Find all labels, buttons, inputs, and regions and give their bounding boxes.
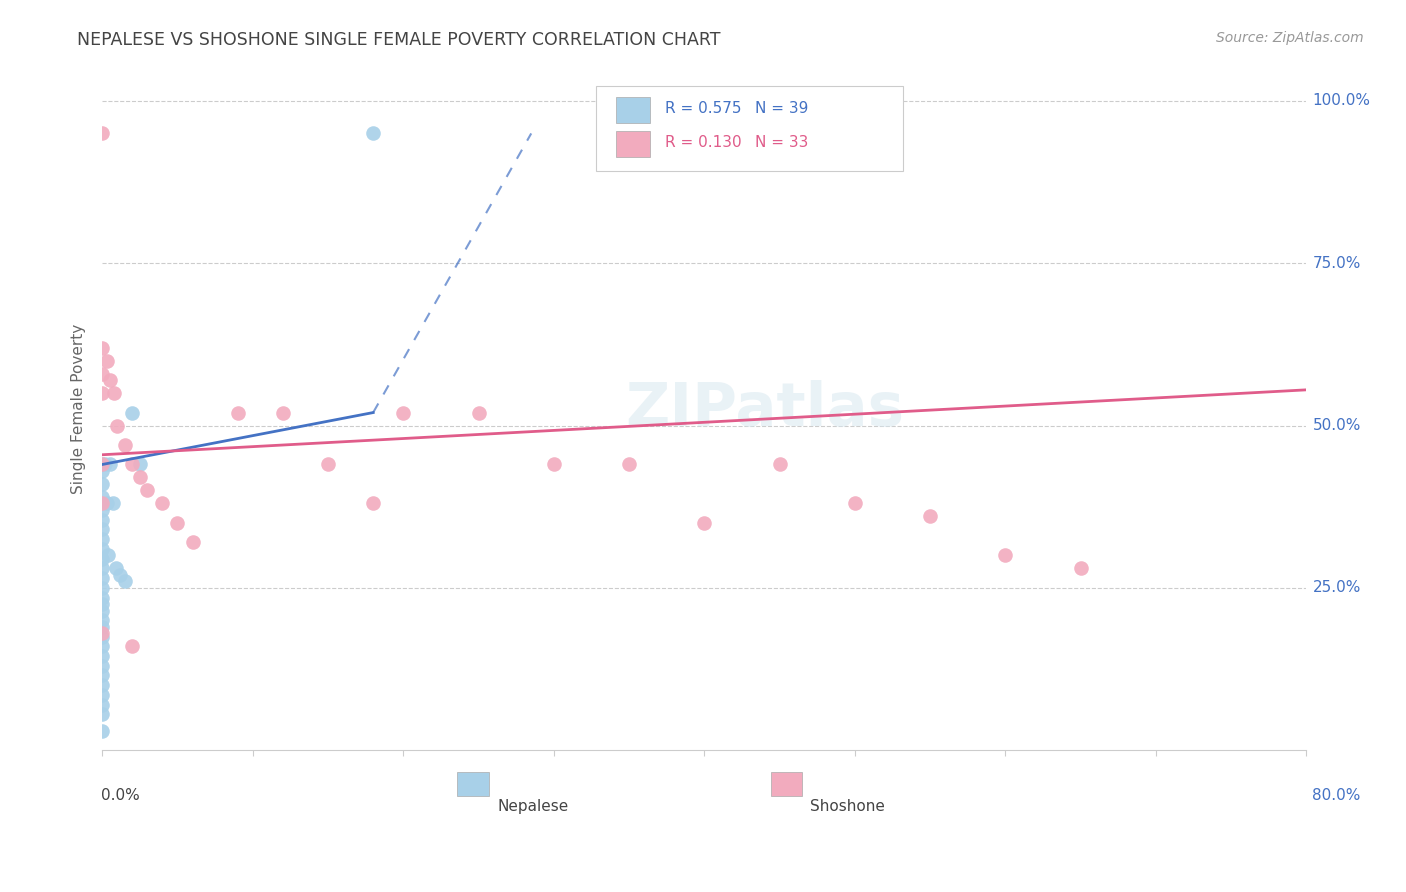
Point	[128, 458, 150, 472]
Text: NEPALESE VS SHOSHONE SINGLE FEMALE POVERTY CORRELATION CHART: NEPALESE VS SHOSHONE SINGLE FEMALE POVER…	[77, 31, 721, 49]
Point	[114, 574, 136, 589]
Point	[91, 630, 114, 644]
Point	[91, 367, 114, 381]
Text: 25.0%: 25.0%	[1312, 581, 1361, 595]
Point	[91, 723, 114, 738]
Point	[166, 516, 188, 530]
Point	[91, 341, 114, 355]
Point	[128, 470, 150, 484]
Point	[1070, 561, 1092, 575]
Point	[91, 127, 114, 141]
Text: R = 0.575: R = 0.575	[665, 101, 741, 116]
Point	[91, 513, 114, 527]
Text: Shoshone: Shoshone	[810, 799, 886, 814]
Point	[91, 561, 114, 575]
Point	[136, 483, 159, 498]
Point	[121, 639, 143, 653]
Text: ZIPatlas: ZIPatlas	[626, 380, 904, 439]
Point	[96, 353, 118, 368]
Text: N = 33: N = 33	[755, 135, 808, 150]
Point	[361, 496, 384, 510]
Point	[392, 406, 415, 420]
Point	[91, 503, 114, 517]
Point	[103, 386, 125, 401]
Text: 75.0%: 75.0%	[1312, 256, 1361, 271]
Point	[105, 418, 128, 433]
Point	[91, 658, 114, 673]
Point	[91, 458, 114, 472]
Point	[316, 458, 339, 472]
Point	[543, 458, 565, 472]
Point	[91, 639, 114, 653]
Point	[994, 549, 1017, 563]
FancyBboxPatch shape	[616, 131, 650, 157]
Point	[271, 406, 294, 420]
Text: Nepalese: Nepalese	[498, 799, 568, 814]
Point	[91, 477, 114, 491]
Point	[226, 406, 249, 420]
Text: 80.0%: 80.0%	[1312, 788, 1361, 803]
Point	[91, 597, 114, 611]
Point	[91, 490, 114, 504]
Point	[121, 406, 143, 420]
Text: N = 39: N = 39	[755, 101, 808, 116]
Point	[91, 496, 114, 510]
Point	[91, 541, 114, 556]
Point	[91, 626, 114, 640]
Point	[114, 438, 136, 452]
FancyBboxPatch shape	[596, 86, 903, 170]
Point	[96, 496, 118, 510]
Point	[91, 523, 114, 537]
Text: R = 0.130: R = 0.130	[665, 135, 741, 150]
FancyBboxPatch shape	[616, 97, 650, 123]
Y-axis label: Single Female Poverty: Single Female Poverty	[72, 324, 86, 494]
Point	[91, 591, 114, 605]
Point	[91, 386, 114, 401]
Point	[152, 496, 174, 510]
Text: 50.0%: 50.0%	[1312, 418, 1361, 433]
Point	[97, 549, 120, 563]
Point	[121, 458, 143, 472]
Point	[91, 603, 114, 617]
Point	[617, 458, 640, 472]
Point	[844, 496, 866, 510]
FancyBboxPatch shape	[770, 772, 801, 797]
Point	[181, 535, 204, 549]
Point	[91, 668, 114, 682]
Point	[467, 406, 489, 420]
Point	[920, 509, 942, 524]
Point	[91, 458, 114, 472]
Text: Source: ZipAtlas.com: Source: ZipAtlas.com	[1216, 31, 1364, 45]
Point	[91, 620, 114, 634]
Point	[91, 613, 114, 627]
Point	[101, 496, 124, 510]
Point	[104, 561, 127, 575]
Point	[91, 464, 114, 478]
Text: 100.0%: 100.0%	[1312, 94, 1371, 109]
Point	[91, 698, 114, 712]
Point	[98, 458, 121, 472]
Point	[768, 458, 790, 472]
Point	[91, 551, 114, 566]
Point	[91, 571, 114, 585]
Point	[693, 516, 716, 530]
Point	[91, 581, 114, 595]
Point	[91, 648, 114, 663]
Text: 0.0%: 0.0%	[101, 788, 139, 803]
Point	[91, 678, 114, 692]
Point	[91, 532, 114, 546]
Point	[361, 127, 384, 141]
Point	[98, 373, 121, 387]
Point	[91, 707, 114, 722]
Point	[94, 458, 117, 472]
FancyBboxPatch shape	[457, 772, 489, 797]
Point	[91, 688, 114, 702]
Point	[110, 567, 132, 582]
